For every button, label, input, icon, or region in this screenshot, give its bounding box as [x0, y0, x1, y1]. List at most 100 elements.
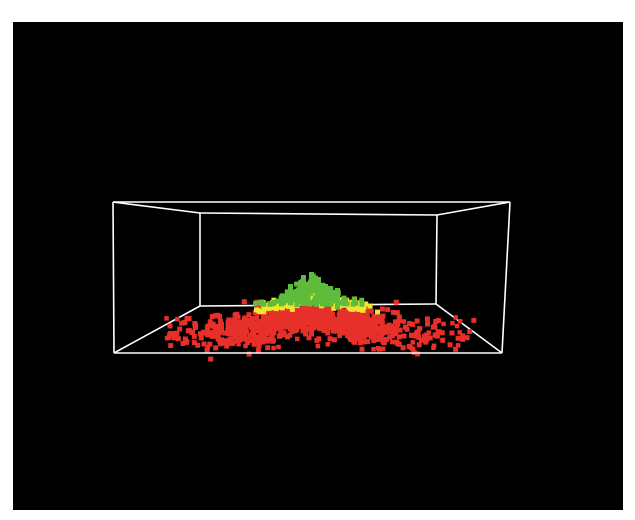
- voxel-cloud: [164, 272, 476, 362]
- voxel: [381, 347, 386, 352]
- voxel: [249, 333, 254, 338]
- box-edge-top-left: [113, 202, 200, 213]
- voxel: [397, 318, 402, 323]
- voxel: [411, 340, 416, 345]
- voxel: [384, 330, 389, 335]
- voxel: [201, 330, 206, 335]
- voxel: [206, 345, 211, 350]
- voxel: [322, 328, 327, 333]
- voxel: [402, 319, 407, 324]
- voxel: [326, 342, 331, 347]
- voxel: [450, 321, 455, 326]
- box-edge-front-right: [502, 202, 510, 353]
- voxel: [236, 342, 241, 347]
- voxel: [311, 320, 316, 325]
- voxel: [359, 298, 364, 303]
- voxel: [282, 330, 287, 335]
- voxel: [376, 346, 381, 351]
- voxel: [409, 333, 414, 338]
- voxel: [271, 324, 276, 329]
- voxel: [328, 336, 333, 341]
- voxel: [440, 338, 445, 343]
- voxel: [192, 340, 197, 345]
- voxel-scene[interactable]: [13, 22, 623, 510]
- voxel: [309, 300, 314, 305]
- voxel: [286, 324, 291, 329]
- voxel: [177, 327, 182, 332]
- voxel: [235, 320, 240, 325]
- voxel: [360, 347, 365, 352]
- voxel: [263, 323, 268, 328]
- voxel: [170, 332, 175, 337]
- voxel: [176, 336, 181, 341]
- voxel: [288, 300, 293, 305]
- voxel: [262, 306, 267, 311]
- voxel: [316, 344, 321, 349]
- voxel: [450, 331, 455, 336]
- voxel: [164, 316, 169, 321]
- voxel: [362, 331, 367, 336]
- voxel: [337, 332, 342, 337]
- box-edge-top-right: [437, 202, 510, 215]
- voxel: [375, 310, 380, 315]
- voxel: [455, 324, 460, 329]
- voxel: [365, 339, 370, 344]
- voxel: [208, 357, 213, 362]
- voxel: [307, 327, 312, 332]
- voxel: [165, 336, 170, 341]
- voxel: [287, 333, 292, 338]
- voxel: [394, 300, 399, 305]
- voxel: [434, 334, 439, 339]
- voxel: [241, 320, 246, 325]
- voxel: [427, 330, 432, 335]
- voxel: [260, 340, 265, 345]
- voxel: [425, 316, 430, 321]
- voxel: [358, 340, 363, 345]
- voxel: [397, 342, 402, 347]
- voxel: [254, 335, 259, 340]
- voxel: [281, 321, 286, 326]
- voxel: [337, 314, 342, 319]
- voxel: [390, 340, 395, 345]
- voxel: [458, 319, 463, 324]
- voxel: [352, 297, 357, 302]
- voxel: [343, 328, 348, 333]
- voxel: [271, 330, 276, 335]
- voxel: [456, 336, 461, 341]
- voxel: [271, 300, 276, 305]
- voxel: [230, 331, 235, 336]
- voxel: [471, 318, 476, 323]
- voxel: [253, 301, 258, 306]
- voxel: [350, 321, 355, 326]
- voxel: [271, 338, 276, 343]
- voxel: [453, 315, 458, 320]
- voxel: [448, 342, 453, 347]
- voxel: [235, 331, 240, 336]
- voxel: [402, 334, 407, 339]
- voxel: [415, 319, 420, 324]
- voxel: [385, 307, 390, 312]
- voxel: [395, 310, 400, 315]
- voxel: [303, 296, 308, 301]
- 3d-render-viewport[interactable]: [13, 22, 623, 510]
- voxel: [168, 343, 173, 348]
- voxel: [199, 336, 204, 341]
- voxel: [219, 323, 224, 328]
- voxel: [242, 299, 247, 304]
- voxel: [316, 293, 321, 298]
- box-edge-front-left: [113, 202, 114, 353]
- voxel: [193, 323, 198, 328]
- voxel: [410, 322, 415, 327]
- voxel: [244, 328, 249, 333]
- voxel: [332, 328, 337, 333]
- voxel: [250, 321, 255, 326]
- voxel: [280, 316, 285, 321]
- box-edge-back-top: [200, 213, 437, 215]
- voxel: [281, 299, 286, 304]
- voxel: [373, 322, 378, 327]
- voxel: [187, 316, 192, 321]
- voxel: [381, 314, 386, 319]
- voxel: [234, 312, 239, 317]
- voxel: [224, 344, 229, 349]
- voxel: [351, 340, 356, 345]
